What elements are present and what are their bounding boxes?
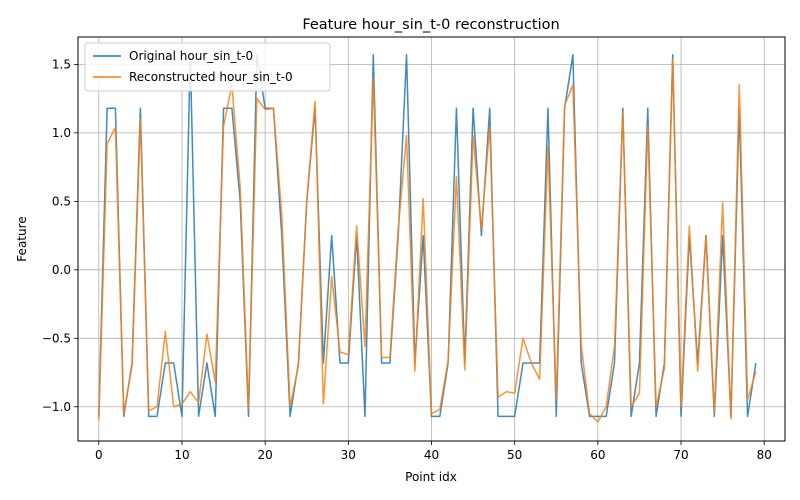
y-axis-label: Feature — [15, 216, 29, 261]
y-tick-label: −0.5 — [42, 331, 71, 345]
y-tick-label: 0.5 — [52, 194, 71, 208]
x-tick-label: 70 — [673, 448, 688, 462]
x-tick-label: 20 — [258, 448, 273, 462]
x-tick-label: 0 — [95, 448, 103, 462]
x-tick-label: 40 — [424, 448, 439, 462]
legend-label-reconstructed: Reconstructed hour_sin_t-0 — [129, 70, 293, 84]
y-tick-label: −1.0 — [42, 400, 71, 414]
x-tick-label: 50 — [507, 448, 522, 462]
chart-title: Feature hour_sin_t-0 reconstruction — [302, 17, 559, 33]
x-axis-label: Point idx — [405, 470, 457, 484]
x-tick-label: 60 — [590, 448, 605, 462]
series-lines — [98, 54, 757, 423]
legend: Original hour_sin_t-0 Reconstructed hour… — [84, 42, 331, 92]
legend-label-original: Original hour_sin_t-0 — [129, 49, 253, 63]
x-tick-label: 10 — [174, 448, 189, 462]
reconstructed-series-line — [98, 58, 757, 423]
y-tick-label: 1.0 — [52, 126, 71, 140]
legend-box — [84, 42, 331, 92]
x-tick-label: 80 — [757, 448, 772, 462]
x-axis-ticks: 0 10 20 30 40 50 60 70 80 — [95, 441, 772, 462]
y-tick-label: 1.5 — [52, 57, 71, 71]
y-axis-ticks: −1.0 −0.5 0.0 0.5 1.0 1.5 — [42, 57, 78, 414]
y-tick-label: 0.0 — [52, 263, 71, 277]
x-tick-label: 30 — [341, 448, 356, 462]
